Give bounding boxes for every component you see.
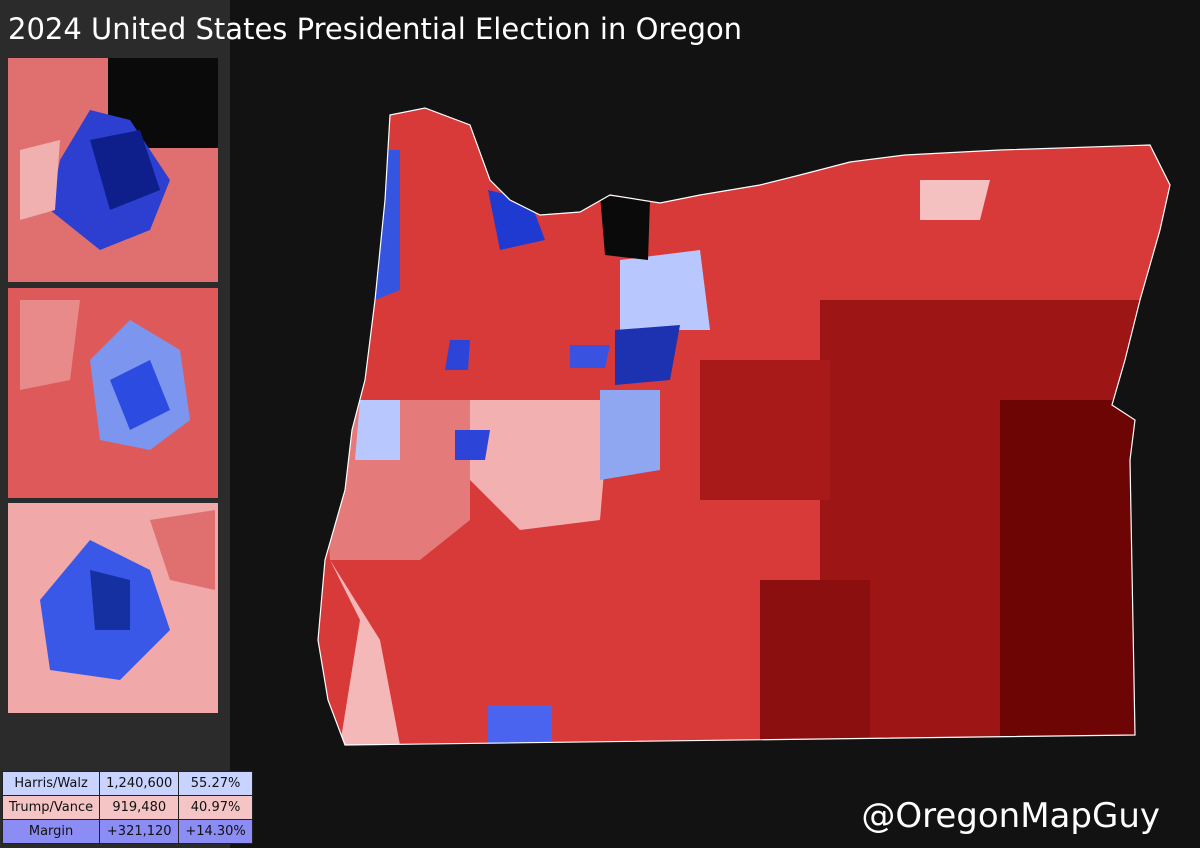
row: Margin +321,120 +14.30%	[1, 819, 253, 844]
cell: 55.27%	[178, 771, 253, 796]
cell: 1,240,600	[99, 771, 180, 796]
oregon-state	[318, 108, 1170, 745]
row: Trump/Vance 919,480 40.97%	[1, 795, 253, 820]
inset-salem	[8, 288, 218, 498]
cell: Margin	[1, 819, 101, 844]
cell: +321,120	[99, 819, 180, 844]
cell: +14.30%	[178, 819, 253, 844]
inset-eugene	[8, 503, 218, 713]
credit: @OregonMapGuy	[861, 796, 1160, 836]
row: Harris/Walz 1,240,600 55.27%	[1, 771, 253, 796]
cell: Harris/Walz	[1, 771, 101, 796]
inset-portland	[8, 58, 218, 282]
cell: 919,480	[99, 795, 180, 820]
title: 2024 United States Presidential Election…	[8, 12, 743, 46]
results-table: Harris/Walz 1,240,600 55.27% Trump/Vance…	[1, 771, 253, 844]
cell: 40.97%	[178, 795, 253, 820]
cell: Trump/Vance	[1, 795, 101, 820]
state-outline	[317, 107, 1171, 746]
